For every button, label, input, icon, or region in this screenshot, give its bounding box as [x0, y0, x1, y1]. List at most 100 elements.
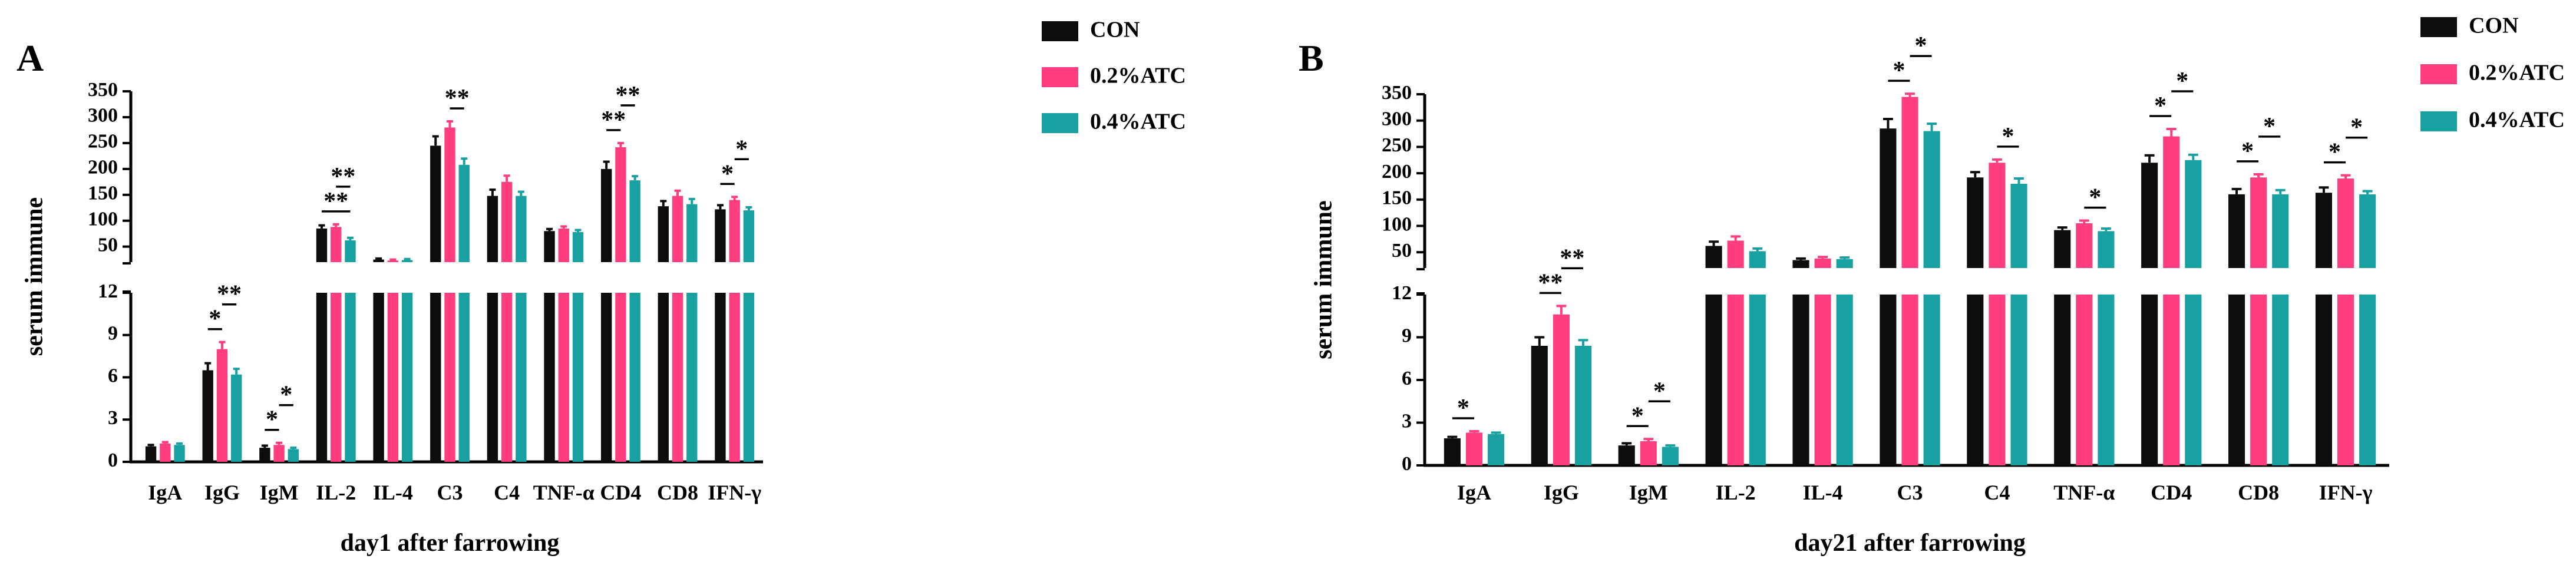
bar — [1749, 295, 1766, 465]
bar — [2076, 223, 2093, 268]
y-tick-label: 3 — [1402, 410, 1412, 432]
significance-label: ** — [616, 82, 640, 109]
bar — [2337, 178, 2354, 268]
bar — [2250, 177, 2267, 268]
bar — [273, 445, 285, 462]
bar — [1705, 295, 1722, 465]
bar — [729, 200, 740, 262]
x-tick-label: CD8 — [657, 481, 698, 504]
x-tick-label: IL-2 — [316, 481, 356, 504]
significance-label: * — [2329, 139, 2341, 166]
bar — [1814, 295, 1831, 465]
bar — [2141, 295, 2158, 465]
panel-label: A — [16, 37, 44, 79]
bar — [558, 228, 569, 262]
y-tick-label: 12 — [98, 280, 118, 302]
bar — [1574, 346, 1592, 465]
bar — [501, 293, 513, 462]
bar — [288, 449, 299, 462]
x-tick-label: TNF-α — [533, 481, 595, 504]
bar — [458, 164, 470, 262]
bar — [2076, 295, 2093, 465]
bar — [2185, 160, 2202, 268]
x-tick-label: IgM — [1629, 481, 1668, 504]
bar — [160, 443, 171, 462]
bar — [2228, 194, 2245, 268]
x-tick-label: IgM — [260, 481, 299, 504]
bar — [1901, 97, 1918, 268]
bar — [259, 448, 270, 462]
significance-label: * — [2002, 123, 2014, 150]
bar — [1531, 346, 1548, 465]
bar — [1553, 314, 1570, 465]
bar — [1923, 131, 1940, 268]
bar — [629, 180, 640, 262]
significance-label: ** — [601, 107, 626, 134]
y-tick-label: 300 — [1382, 108, 1412, 130]
bar — [2315, 193, 2333, 268]
bar — [458, 293, 470, 462]
x-tick-label: C4 — [1984, 481, 2010, 504]
significance-label: * — [1457, 395, 1469, 422]
chart-panel-A: A 0 3 6 9 12 50 100 150 200 250 300 350 serum immune d… — [16, 18, 1186, 557]
bar — [715, 209, 726, 262]
y-tick-label: 50 — [1392, 240, 1412, 262]
significance-label: * — [1893, 57, 1905, 84]
bar — [1967, 295, 1984, 465]
bar — [600, 168, 612, 262]
bar — [615, 147, 626, 262]
significance-label: * — [735, 135, 748, 163]
significance-label: ** — [1560, 244, 1584, 272]
y-tick-label: 150 — [1382, 187, 1412, 209]
legend-label: 0.2%ATC — [1090, 64, 1186, 88]
y-tick-label: 150 — [88, 183, 118, 204]
significance-label: * — [2263, 113, 2276, 140]
bar — [231, 374, 242, 462]
bar — [316, 228, 328, 262]
significance-label: * — [1632, 402, 1644, 429]
significance-label: ** — [445, 85, 470, 112]
bar — [174, 445, 185, 462]
bar — [2010, 295, 2027, 465]
x-tick-label: CD4 — [600, 481, 641, 504]
significance-label: * — [2176, 68, 2188, 95]
bar — [2054, 295, 2071, 465]
bar — [401, 293, 413, 462]
x-tick-label: IgG — [1544, 481, 1579, 504]
y-tick-label: 50 — [98, 234, 118, 256]
bar — [1727, 240, 1744, 268]
bar — [2315, 295, 2333, 465]
significance-label: * — [1915, 32, 1927, 59]
bar — [1749, 251, 1766, 268]
bar — [2359, 194, 2376, 268]
bar — [1792, 260, 1809, 268]
y-tick-label: 100 — [1382, 213, 1412, 235]
y-tick-label: 200 — [1382, 161, 1412, 183]
bar — [345, 240, 356, 262]
legend-label: 0.4%ATC — [1090, 110, 1186, 134]
bar — [1662, 447, 1679, 465]
panel-label: B — [1299, 37, 1324, 79]
legend-swatch — [1042, 67, 1078, 87]
legend-label: CON — [2469, 14, 2518, 38]
bar — [1465, 432, 1483, 465]
bar — [516, 196, 527, 262]
y-tick-label: 300 — [88, 105, 118, 127]
x-tick-label: C4 — [494, 481, 520, 504]
y-tick-label: 250 — [1382, 134, 1412, 156]
bar — [600, 293, 612, 462]
bar — [444, 293, 455, 462]
x-tick-label: C3 — [437, 481, 463, 504]
bar — [2272, 194, 2289, 268]
bar — [658, 293, 669, 462]
significance-label: ** — [323, 188, 348, 215]
y-tick-label: 3 — [108, 407, 118, 429]
bar — [2337, 295, 2354, 465]
bar — [572, 293, 584, 462]
y-tick-label: 9 — [1402, 325, 1412, 346]
bar — [1923, 295, 1940, 465]
significance-label: * — [2154, 92, 2167, 120]
significance-label: ** — [1538, 269, 1563, 296]
y-tick-label: 6 — [1402, 368, 1412, 389]
